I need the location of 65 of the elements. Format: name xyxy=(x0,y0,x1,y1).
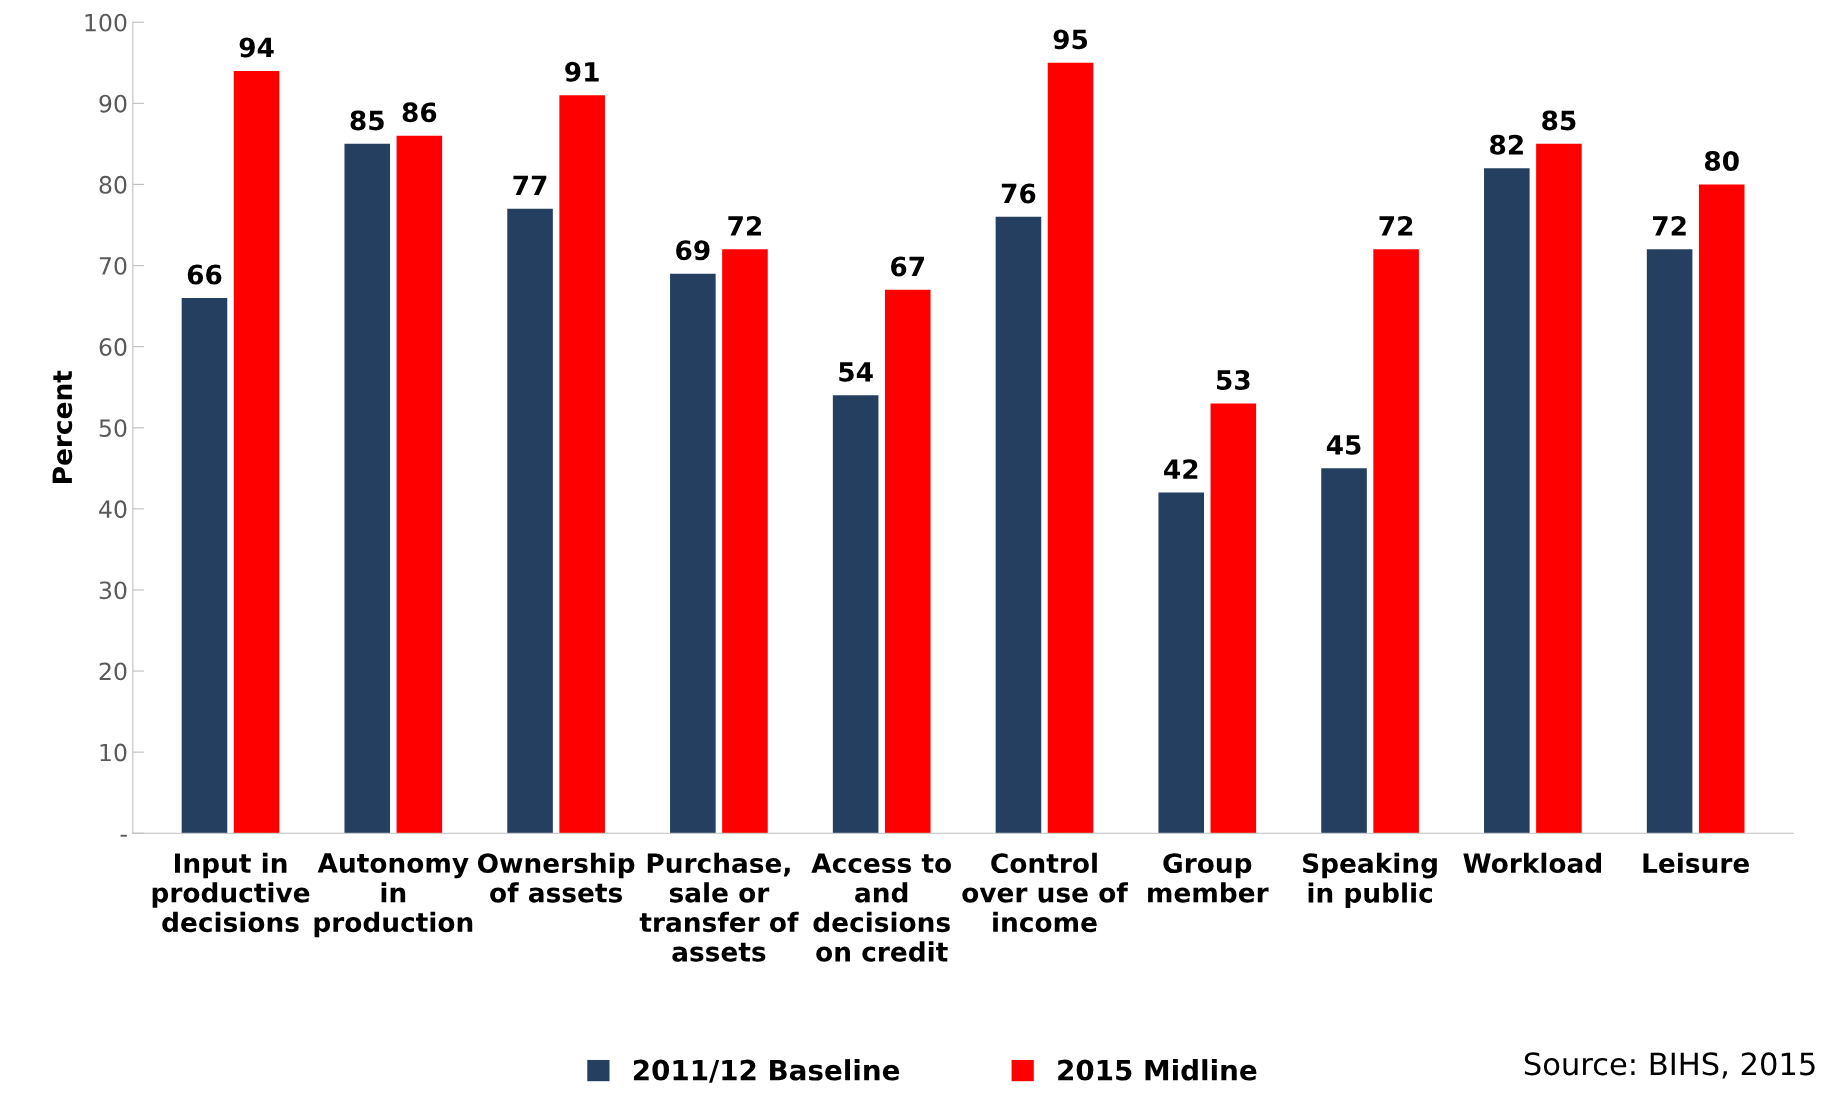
bar xyxy=(722,249,768,834)
bar xyxy=(233,70,280,834)
bar xyxy=(670,273,716,834)
y-tick-label: 80 xyxy=(99,175,127,194)
bar xyxy=(396,135,443,834)
x-tick-label: Control over use of income xyxy=(962,852,1129,933)
bar xyxy=(995,216,1042,834)
y-axis-title: Percent xyxy=(52,370,73,483)
data-label: 95 xyxy=(1053,29,1088,50)
x-tick-label: Autonomy in production xyxy=(314,853,473,938)
y-tick-label: 40 xyxy=(99,500,127,519)
data-label: 94 xyxy=(239,37,274,58)
data-label: 72 xyxy=(1379,215,1413,236)
y-tick-label: 10 xyxy=(100,743,127,762)
x-tick-label: Leisure xyxy=(1643,852,1749,874)
x-tick-label: Workload xyxy=(1463,852,1602,874)
data-label: 85 xyxy=(1542,110,1576,131)
legend-label: 2015 Midline xyxy=(1058,1059,1257,1081)
bar xyxy=(832,395,879,834)
bar xyxy=(884,289,931,834)
data-label: 86 xyxy=(402,102,437,123)
bar xyxy=(344,143,391,834)
data-label: 76 xyxy=(1001,183,1036,204)
bar xyxy=(181,297,228,834)
data-label: 72 xyxy=(1653,215,1686,236)
y-tick-label: 100 xyxy=(85,13,127,32)
data-label: 69 xyxy=(676,240,710,261)
bar xyxy=(1321,468,1367,834)
data-label: 53 xyxy=(1217,370,1250,390)
x-tick-label: Group member xyxy=(1148,853,1269,903)
y-tick-label: 50 xyxy=(99,419,127,438)
y-tick-label: 60 xyxy=(99,338,127,356)
data-label: 91 xyxy=(565,61,599,82)
x-tick-label: Purchase, sale or transfer of assets xyxy=(639,852,799,962)
bar xyxy=(1373,249,1419,834)
bar xyxy=(1536,143,1582,834)
data-label: 80 xyxy=(1704,151,1739,171)
y-tick-label: 90 xyxy=(99,94,127,113)
data-label: 77 xyxy=(513,175,547,195)
data-label: 45 xyxy=(1326,435,1361,455)
bar xyxy=(1646,249,1693,834)
bar xyxy=(1484,168,1530,834)
y-tick-label: 20 xyxy=(99,662,127,681)
y-tick-label: - xyxy=(120,834,127,837)
bar xyxy=(1047,62,1094,834)
bar xyxy=(559,95,605,834)
x-tick-label: Access to and decisions on credit xyxy=(811,853,952,962)
data-label: 72 xyxy=(728,215,762,236)
data-label: 42 xyxy=(1164,459,1198,479)
y-tick-label: 70 xyxy=(99,256,127,275)
bar xyxy=(1158,492,1205,834)
y-tick-label: 30 xyxy=(99,581,127,600)
x-tick-label: Input in productive decisions xyxy=(152,852,310,933)
data-label: 54 xyxy=(839,362,873,382)
x-tick-label: Ownership of assets xyxy=(477,852,635,903)
source-note: Source: BIHS, 2015 xyxy=(1524,1052,1815,1079)
data-label: 85 xyxy=(350,110,384,131)
bar xyxy=(1210,403,1257,834)
legend-label: 2011/12 Baseline xyxy=(633,1059,900,1083)
data-label: 67 xyxy=(891,256,924,277)
bar xyxy=(507,208,553,834)
data-label: 82 xyxy=(1490,134,1523,155)
data-label: 66 xyxy=(187,264,222,285)
x-tick-label: Speaking in public xyxy=(1303,852,1437,908)
bar xyxy=(1698,184,1745,834)
